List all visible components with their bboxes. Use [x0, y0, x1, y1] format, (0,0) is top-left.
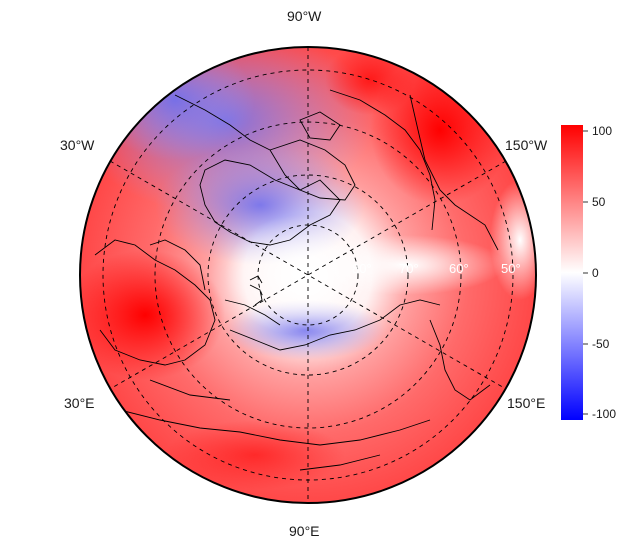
lat-label-60: 60° — [449, 261, 469, 276]
greenland-outline — [199, 159, 341, 246]
colorbar-label-100: 100 — [592, 124, 613, 138]
lon-label-30w: 30°W — [60, 137, 95, 153]
lon-label-30e: 30°E — [64, 395, 95, 411]
lon-label-90w: 90°W — [287, 8, 322, 24]
lat-label-50: 50° — [501, 261, 521, 276]
lat-label-80: 80° — [352, 261, 372, 276]
lat-label-70: 70° — [399, 261, 419, 276]
europe-coast — [94, 239, 216, 366]
colorbar-label-50: 50 — [592, 195, 606, 209]
novaya-zemlya — [249, 284, 263, 306]
scandinavia-coast — [149, 239, 281, 326]
colorbar-label-0: 0 — [592, 266, 599, 280]
lon-label-150w: 150°W — [505, 137, 548, 153]
lat-circle-70 — [207, 174, 409, 376]
colorbar-label-minus-100: -100 — [592, 407, 617, 421]
alaska-coast — [409, 94, 499, 251]
north-america-coast — [174, 89, 436, 231]
map-border — [79, 46, 537, 504]
asia-interior-borders — [119, 379, 431, 471]
colorbar-ramp — [561, 125, 583, 420]
lon-label-90e: 90°E — [289, 523, 320, 539]
far-east-coast — [429, 319, 491, 401]
graticule — [102, 47, 514, 503]
colorbar-label-minus-50: -50 — [592, 337, 610, 351]
anomaly-field — [80, 47, 536, 503]
colorbar — [561, 125, 588, 420]
lon-label-150e: 150°E — [507, 395, 546, 411]
siberia-coast — [229, 299, 441, 351]
coastlines — [94, 89, 499, 471]
